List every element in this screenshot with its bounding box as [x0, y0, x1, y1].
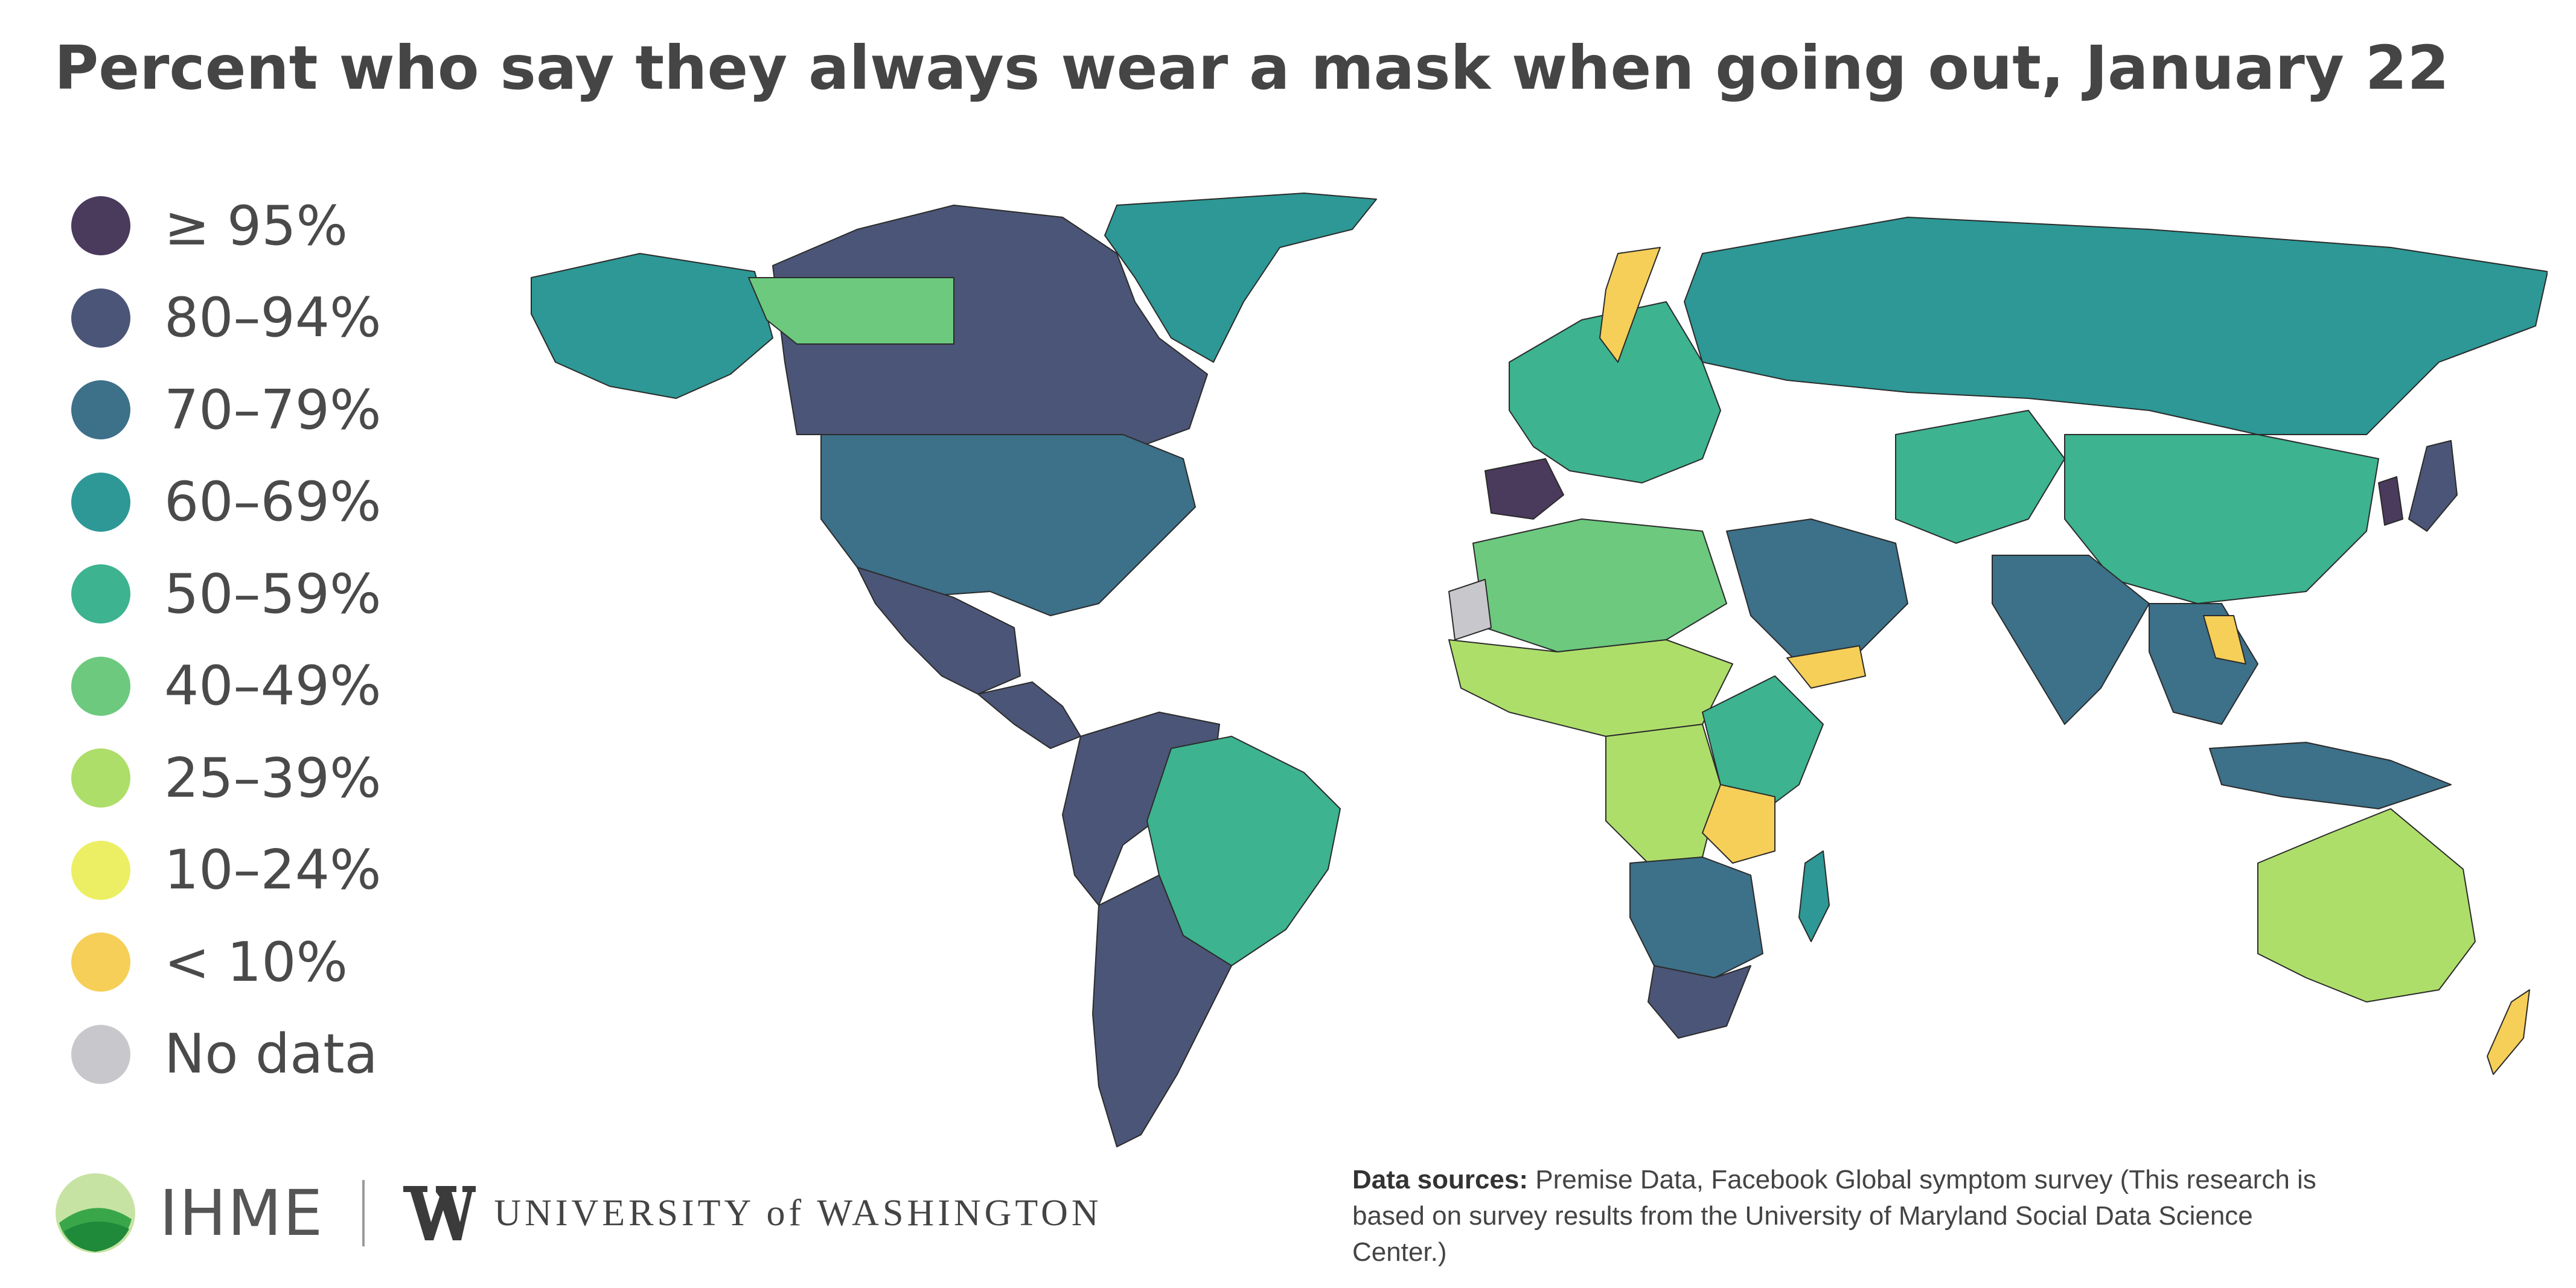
map-region-central-america — [977, 681, 1081, 749]
map-region-spain — [1485, 458, 1564, 520]
legend-item: < 10% — [71, 916, 382, 1009]
legend-swatch — [71, 933, 130, 992]
map-region-laos — [2203, 615, 2246, 665]
map-region-australia — [2257, 808, 2476, 1003]
legend-item: 10–24% — [71, 824, 382, 917]
map-region-new-zealand — [2487, 989, 2530, 1075]
legend-swatch — [71, 196, 130, 256]
map-region-sahel — [1448, 639, 1733, 737]
map-region-central-asia — [1895, 410, 2065, 544]
legend-swatch — [71, 1024, 130, 1084]
map-region-middle-east — [1726, 518, 1908, 665]
world-map — [531, 193, 2548, 1147]
map-region-sweden — [1599, 247, 1661, 363]
legend-swatch — [71, 748, 130, 808]
legend-swatch — [71, 288, 130, 348]
data-sources: Data sources: Premise Data, Facebook Glo… — [1352, 1162, 2330, 1270]
legend-item: 25–39% — [71, 732, 382, 824]
sources-text: Premise Data, Facebook Global symptom su… — [1352, 1165, 2316, 1267]
legend-swatch — [71, 564, 130, 624]
map-region-russia — [1684, 217, 2548, 435]
map-region-argentina-chile — [1092, 875, 1232, 1147]
map-region-korea — [2378, 476, 2403, 526]
map-region-greenland — [1104, 193, 1377, 363]
map-region-central-africa — [1605, 724, 1721, 870]
legend-label: < 10% — [164, 930, 348, 994]
map-region-southeast-asia — [2149, 603, 2258, 725]
uw-label: UNIVERSITY of WASHINGTON — [494, 1192, 1102, 1234]
legend-label: 70–79% — [164, 378, 382, 442]
legend-item: 60–69% — [71, 456, 382, 549]
map-region-western-sahara — [1448, 579, 1492, 640]
map-region-indonesia — [2209, 742, 2452, 809]
map-region-china — [2064, 434, 2379, 604]
legend-swatch — [71, 472, 130, 532]
sources-heading: Data sources: — [1352, 1165, 1529, 1194]
ihme-label: IHME — [159, 1176, 324, 1250]
legend-item: No data — [71, 1009, 382, 1101]
map-region-south-africa — [1648, 965, 1751, 1039]
legend-item: 80–94% — [71, 272, 382, 365]
legend-swatch — [71, 656, 130, 716]
map-region-india — [1992, 555, 2150, 725]
map-region-southern-africa — [1629, 856, 1763, 978]
legend-item: 50–59% — [71, 548, 382, 640]
legend-swatch — [71, 380, 130, 440]
legend-label: 60–69% — [164, 470, 382, 534]
uw-w-logo-icon — [403, 1186, 476, 1240]
legend-label: ≥ 95% — [164, 194, 348, 258]
ihme-logo-icon — [56, 1173, 135, 1253]
legend-label: No data — [164, 1022, 378, 1086]
map-region-tanzania — [1702, 784, 1775, 864]
legend-item: 40–49% — [71, 640, 382, 733]
map-region-yemen — [1786, 645, 1866, 689]
map-region-yukon — [748, 277, 954, 345]
legend-label: 40–49% — [164, 654, 382, 718]
map-region-japan — [2408, 440, 2458, 532]
footer-divider — [362, 1180, 365, 1246]
legend-label: 10–24% — [164, 838, 382, 902]
legend-label: 50–59% — [164, 562, 382, 626]
map-region-alaska — [531, 253, 773, 399]
legend-label: 80–94% — [164, 286, 382, 350]
legend-item: ≥ 95% — [71, 180, 382, 272]
page-title: Percent who say they always wear a mask … — [54, 33, 2449, 103]
legend-label: 25–39% — [164, 746, 382, 810]
map-region-north-africa — [1472, 518, 1727, 652]
map-region-brazil — [1146, 736, 1341, 966]
legend-swatch — [71, 840, 130, 900]
legend-item: 70–79% — [71, 364, 382, 456]
map-region-united-states — [820, 434, 1196, 616]
legend: ≥ 95% 80–94% 70–79% 60–69% 50–59% 40–49%… — [71, 180, 382, 1100]
map-region-madagascar — [1798, 850, 1830, 942]
footer-logos: IHME UNIVERSITY of WASHINGTON — [53, 1153, 1102, 1274]
